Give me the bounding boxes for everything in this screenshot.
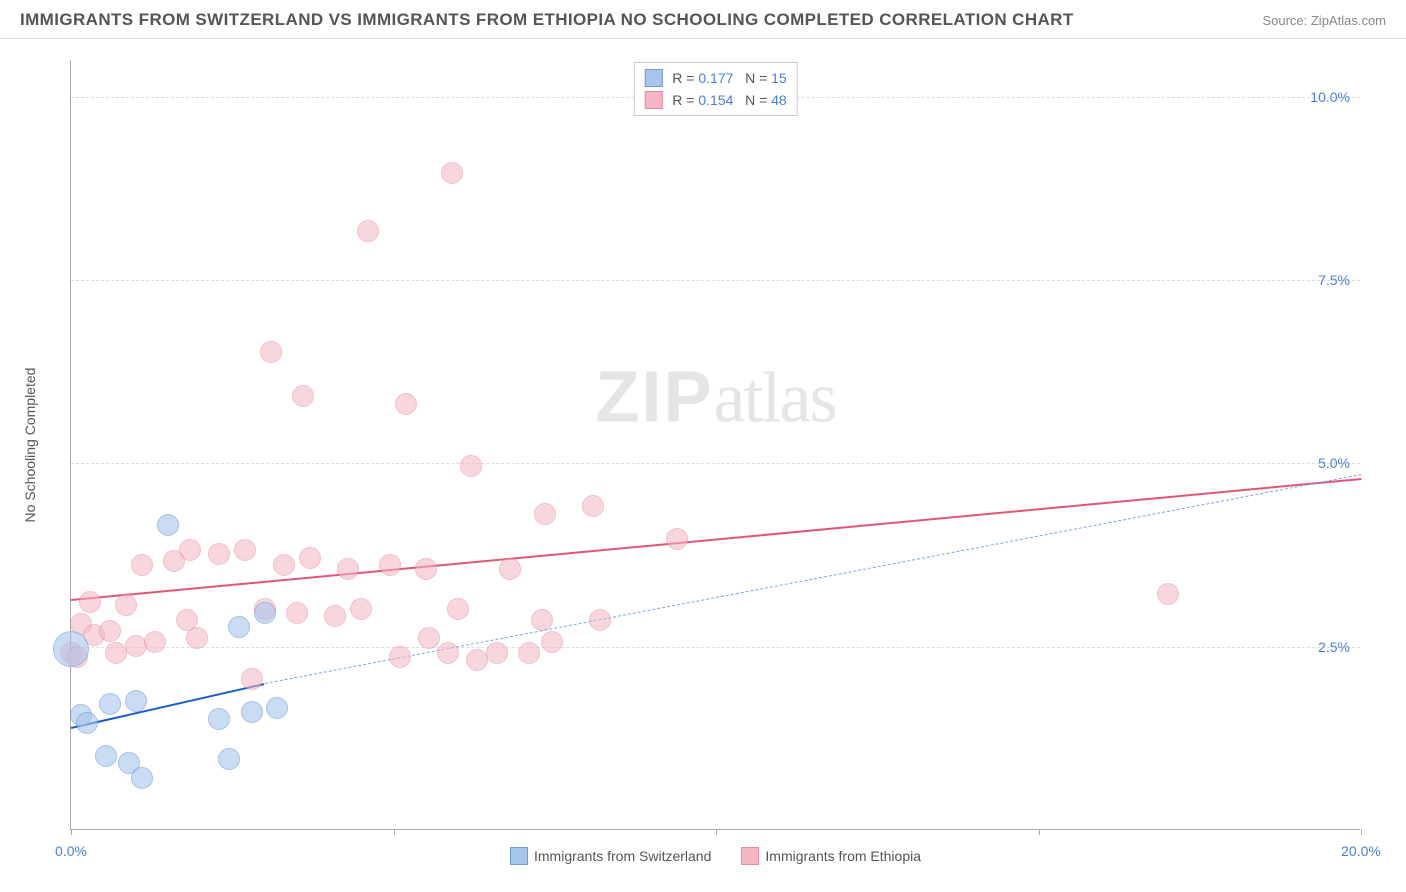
data-point-switzerland [53, 631, 89, 667]
data-point-ethiopia [447, 598, 469, 620]
legend-correlation: R = 0.177 N = 15 R = 0.154 N = 48 [633, 62, 797, 116]
data-point-switzerland [76, 712, 98, 734]
data-point-switzerland [254, 602, 276, 624]
chart-title: IMMIGRANTS FROM SWITZERLAND VS IMMIGRANT… [20, 10, 1074, 30]
data-point-ethiopia [395, 393, 417, 415]
data-point-ethiopia [379, 554, 401, 576]
data-point-ethiopia [666, 528, 688, 550]
y-tick-label: 5.0% [1318, 455, 1350, 471]
data-point-ethiopia [324, 605, 346, 627]
data-point-ethiopia [418, 627, 440, 649]
data-point-ethiopia [208, 543, 230, 565]
data-point-ethiopia [389, 646, 411, 668]
legend-swatch [510, 847, 528, 865]
x-tick [1361, 829, 1362, 835]
data-point-ethiopia [292, 385, 314, 407]
data-point-switzerland [157, 514, 179, 536]
data-point-ethiopia [415, 558, 437, 580]
legend-label: Immigrants from Switzerland [534, 848, 711, 864]
data-point-switzerland [208, 708, 230, 730]
legend-label: Immigrants from Ethiopia [765, 848, 921, 864]
y-axis-label: No Schooling Completed [22, 368, 38, 523]
gridline [71, 280, 1360, 281]
y-tick-label: 7.5% [1318, 272, 1350, 288]
x-tick [716, 829, 717, 835]
chart-source: Source: ZipAtlas.com [1262, 13, 1386, 28]
legend-swatch [741, 847, 759, 865]
x-tick [71, 829, 72, 835]
chart-area: No Schooling Completed ZIPatlas 2.5%5.0%… [50, 60, 1360, 830]
data-point-ethiopia [260, 341, 282, 363]
data-point-ethiopia [299, 547, 321, 569]
data-point-ethiopia [273, 554, 295, 576]
data-point-ethiopia [534, 503, 556, 525]
data-point-switzerland [241, 701, 263, 723]
chart-header: IMMIGRANTS FROM SWITZERLAND VS IMMIGRANT… [0, 0, 1406, 39]
data-point-switzerland [95, 745, 117, 767]
data-point-ethiopia [125, 635, 147, 657]
x-tick [1039, 829, 1040, 835]
gridline [71, 647, 1360, 648]
legend-stat: R = 0.154 N = 48 [672, 92, 786, 108]
data-point-ethiopia [437, 642, 459, 664]
data-point-ethiopia [144, 631, 166, 653]
data-point-ethiopia [234, 539, 256, 561]
data-point-ethiopia [186, 627, 208, 649]
trend-line-dashed [264, 474, 1361, 684]
x-tick [394, 829, 395, 835]
legend-item: Immigrants from Switzerland [510, 847, 711, 865]
legend-swatch [644, 91, 662, 109]
legend-item: Immigrants from Ethiopia [741, 847, 921, 865]
data-point-ethiopia [241, 668, 263, 690]
data-point-switzerland [218, 748, 240, 770]
data-point-ethiopia [350, 598, 372, 620]
legend-series: Immigrants from Switzerland Immigrants fr… [71, 847, 1360, 865]
data-point-ethiopia [486, 642, 508, 664]
data-point-ethiopia [179, 539, 201, 561]
y-tick-label: 10.0% [1310, 89, 1350, 105]
data-point-switzerland [99, 693, 121, 715]
scatter-plot: ZIPatlas 2.5%5.0%7.5%10.0%0.0%20.0%R = 0… [70, 60, 1360, 830]
data-point-ethiopia [589, 609, 611, 631]
data-point-ethiopia [1157, 583, 1179, 605]
data-point-switzerland [228, 616, 250, 638]
data-point-ethiopia [518, 642, 540, 664]
data-point-switzerland [131, 767, 153, 789]
data-point-ethiopia [115, 594, 137, 616]
data-point-ethiopia [337, 558, 359, 580]
gridline [71, 463, 1360, 464]
data-point-ethiopia [357, 220, 379, 242]
y-tick-label: 2.5% [1318, 639, 1350, 655]
data-point-ethiopia [460, 455, 482, 477]
legend-row: R = 0.177 N = 15 [644, 67, 786, 89]
data-point-ethiopia [541, 631, 563, 653]
data-point-switzerland [125, 690, 147, 712]
data-point-ethiopia [99, 620, 121, 642]
data-point-ethiopia [531, 609, 553, 631]
data-point-ethiopia [441, 162, 463, 184]
watermark: ZIPatlas [596, 357, 836, 440]
data-point-ethiopia [582, 495, 604, 517]
data-point-ethiopia [131, 554, 153, 576]
legend-row: R = 0.154 N = 48 [644, 89, 786, 111]
legend-swatch [644, 69, 662, 87]
data-point-switzerland [266, 697, 288, 719]
data-point-ethiopia [499, 558, 521, 580]
data-point-ethiopia [286, 602, 308, 624]
data-point-ethiopia [79, 591, 101, 613]
legend-stat: R = 0.177 N = 15 [672, 70, 786, 86]
